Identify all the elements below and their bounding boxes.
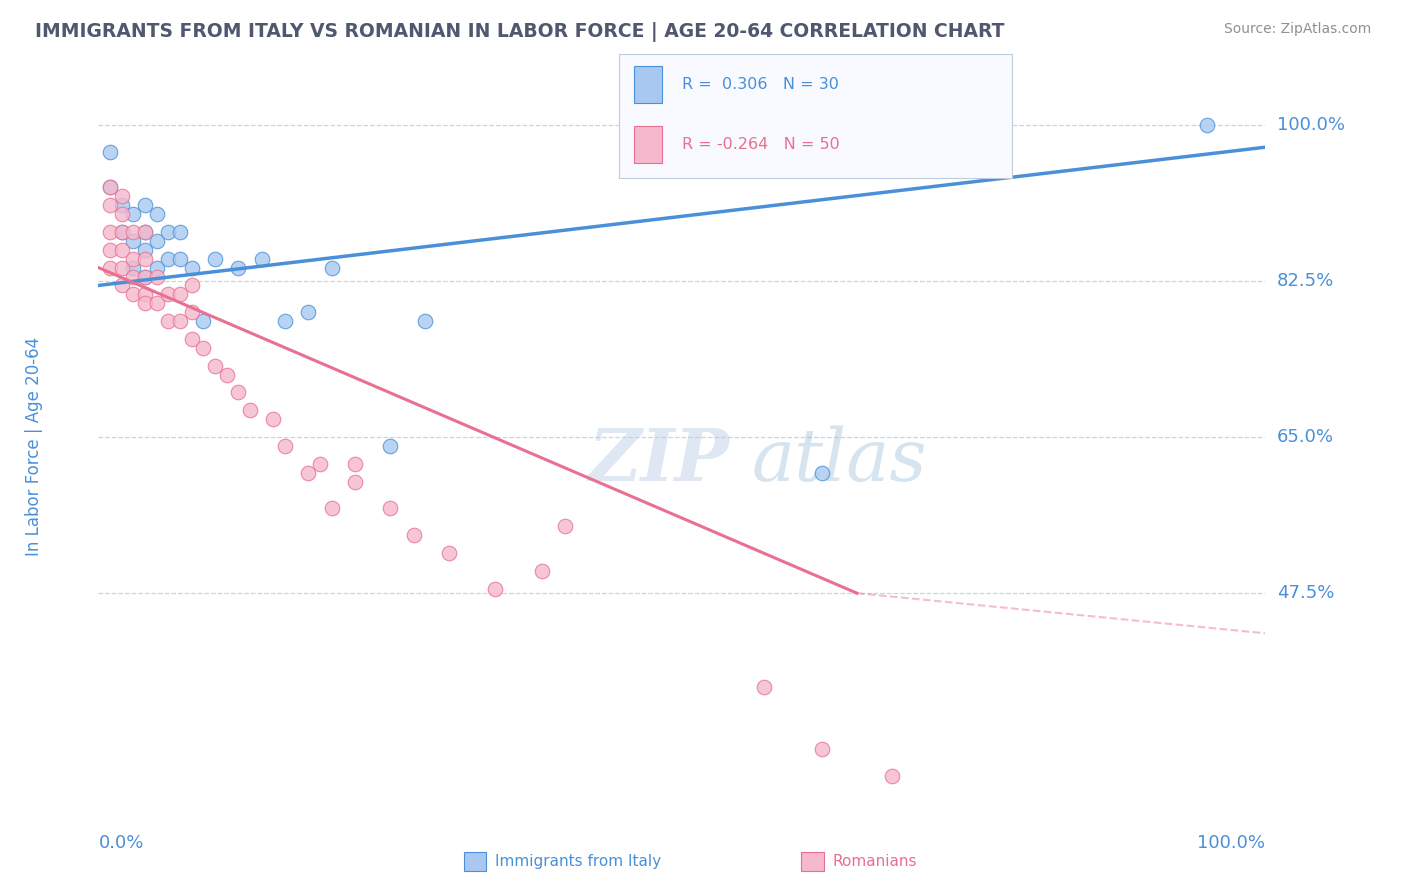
Point xyxy=(204,359,226,373)
Point xyxy=(146,269,169,284)
Text: 47.5%: 47.5% xyxy=(1277,584,1334,602)
Point xyxy=(98,243,121,257)
Point xyxy=(239,403,262,417)
Point xyxy=(111,207,134,221)
Point xyxy=(122,260,145,275)
Text: ZIP: ZIP xyxy=(589,425,730,497)
Point xyxy=(122,225,145,239)
Text: 0.0%: 0.0% xyxy=(98,834,143,852)
Point xyxy=(111,225,134,239)
Point xyxy=(530,564,553,578)
Point xyxy=(169,252,191,266)
Point xyxy=(297,305,319,319)
Text: 82.5%: 82.5% xyxy=(1277,272,1334,290)
Point xyxy=(880,769,903,783)
Point xyxy=(193,341,215,355)
Point xyxy=(122,287,145,301)
Point xyxy=(134,296,156,310)
Point xyxy=(402,528,425,542)
Point xyxy=(98,180,121,194)
Point xyxy=(180,305,202,319)
Point xyxy=(122,252,145,266)
Point xyxy=(169,225,191,239)
Point xyxy=(309,457,332,471)
Point xyxy=(380,439,402,453)
Point xyxy=(122,207,145,221)
Point xyxy=(98,180,121,194)
Point xyxy=(134,225,156,239)
Point xyxy=(228,385,250,400)
Point xyxy=(215,368,238,382)
Point xyxy=(1195,118,1218,132)
Text: R = -0.264   N = 50: R = -0.264 N = 50 xyxy=(682,136,839,152)
Point xyxy=(228,260,250,275)
Point xyxy=(380,501,402,516)
Point xyxy=(122,269,145,284)
Point xyxy=(811,466,834,480)
Point xyxy=(169,287,191,301)
Point xyxy=(157,252,180,266)
Point xyxy=(134,252,156,266)
Point xyxy=(157,287,180,301)
Point xyxy=(180,332,202,346)
Point xyxy=(122,234,145,248)
Point xyxy=(204,252,226,266)
Point xyxy=(169,314,191,328)
Point xyxy=(111,260,134,275)
Text: R =  0.306   N = 30: R = 0.306 N = 30 xyxy=(682,77,838,92)
Point xyxy=(157,314,180,328)
Point xyxy=(157,225,180,239)
Point xyxy=(111,189,134,203)
Point xyxy=(146,260,169,275)
Bar xyxy=(634,126,662,163)
Point xyxy=(98,260,121,275)
Point xyxy=(146,296,169,310)
Text: Romanians: Romanians xyxy=(832,855,917,869)
Point xyxy=(134,198,156,212)
Point xyxy=(111,198,134,212)
Point xyxy=(134,225,156,239)
Point xyxy=(297,466,319,480)
Point xyxy=(437,546,460,560)
Point xyxy=(344,475,367,489)
Point xyxy=(262,412,284,426)
Text: 100.0%: 100.0% xyxy=(1198,834,1265,852)
Point xyxy=(413,314,436,328)
Point xyxy=(111,225,134,239)
Point xyxy=(321,501,343,516)
Text: 100.0%: 100.0% xyxy=(1277,116,1346,134)
Point xyxy=(98,198,121,212)
Text: In Labor Force | Age 20-64: In Labor Force | Age 20-64 xyxy=(25,336,44,556)
Point xyxy=(554,519,576,533)
Point xyxy=(134,269,156,284)
Point xyxy=(146,234,169,248)
Point xyxy=(752,680,775,694)
Text: Immigrants from Italy: Immigrants from Italy xyxy=(495,855,661,869)
Text: 65.0%: 65.0% xyxy=(1277,428,1334,446)
Point xyxy=(180,278,202,293)
Point xyxy=(111,243,134,257)
Text: atlas: atlas xyxy=(752,425,928,496)
Point xyxy=(250,252,273,266)
Point xyxy=(98,225,121,239)
Point xyxy=(274,439,297,453)
Point xyxy=(484,582,506,596)
Point xyxy=(146,207,169,221)
Point xyxy=(811,742,834,756)
Text: IMMIGRANTS FROM ITALY VS ROMANIAN IN LABOR FORCE | AGE 20-64 CORRELATION CHART: IMMIGRANTS FROM ITALY VS ROMANIAN IN LAB… xyxy=(35,22,1005,42)
Point xyxy=(98,145,121,159)
Text: Source: ZipAtlas.com: Source: ZipAtlas.com xyxy=(1223,22,1371,37)
Point xyxy=(193,314,215,328)
Point xyxy=(274,314,297,328)
Point xyxy=(111,278,134,293)
Point xyxy=(134,269,156,284)
Bar xyxy=(634,66,662,103)
Point xyxy=(321,260,343,275)
Point xyxy=(134,243,156,257)
Point xyxy=(180,260,202,275)
Point xyxy=(344,457,367,471)
Point xyxy=(134,287,156,301)
